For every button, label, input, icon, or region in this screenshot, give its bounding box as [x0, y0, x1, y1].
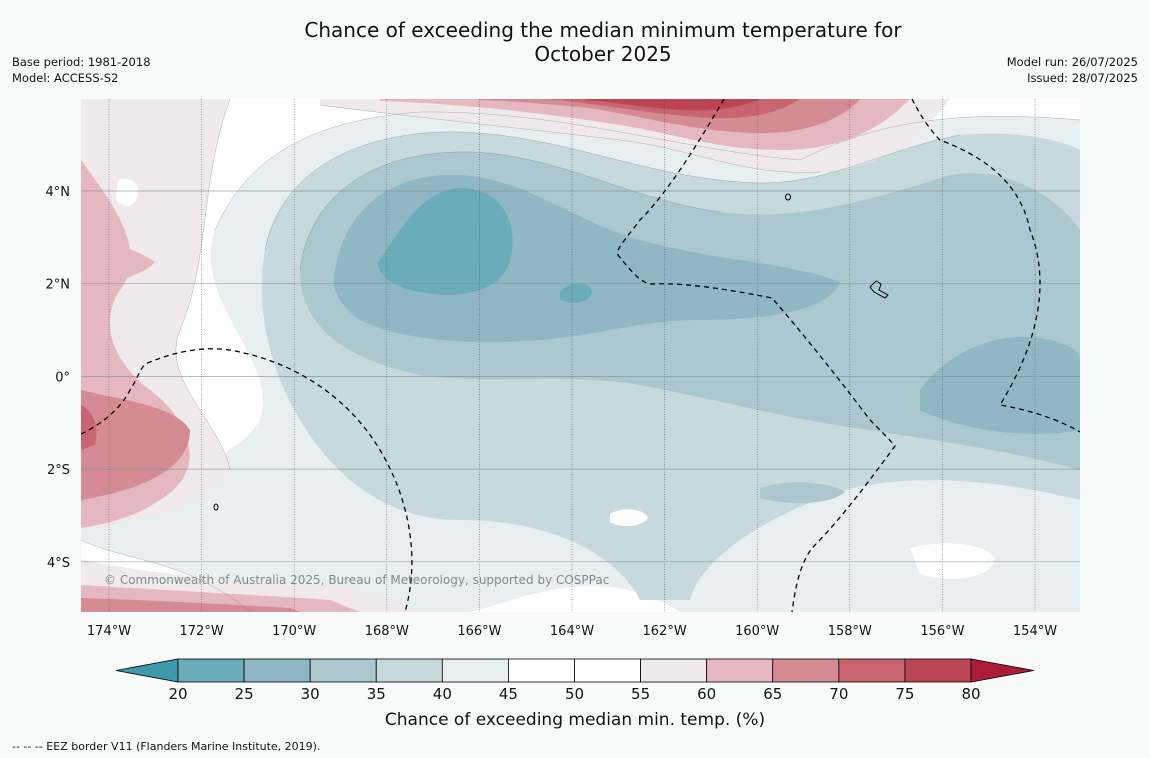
colorbar-segment [772, 658, 840, 683]
eez-border-west [81, 348, 413, 612]
map-title: Chance of exceeding the median minimum t… [0, 18, 1150, 66]
eez-border-east [911, 99, 1080, 433]
eez-borders [81, 99, 1080, 612]
colorbar: 20 25 30 35 40 45 50 55 60 65 70 75 80 [115, 658, 1035, 703]
colorbar-tick-label: 70 [829, 685, 848, 703]
latitude-label: 0° [55, 370, 70, 385]
longitude-label: 164°W [550, 624, 594, 639]
colorbar-tick-label: 35 [367, 685, 386, 703]
region-65-70-south [81, 598, 300, 612]
colorbar-tick-label: 20 [168, 685, 187, 703]
base-period: Base period: 1981-2018 [12, 55, 151, 69]
colorbar-extend-high [970, 658, 1035, 683]
longitude-label: 156°W [920, 624, 964, 639]
run-info: Model run: 26/07/2025 Issued: 28/07/2025 [1007, 54, 1138, 86]
colorbar-segment [640, 658, 708, 683]
region-25-30-east [920, 336, 1080, 434]
island-outline [213, 503, 219, 511]
longitude-label: 168°W [365, 624, 409, 639]
colorbar-segment [508, 658, 575, 683]
region-75-80-north [585, 99, 760, 111]
eez-legend-note: -- -- -- EEZ border V11 (Flanders Marine… [12, 740, 321, 753]
island-outline [869, 280, 889, 299]
latitude-labels: 4°N 2°N 0° 2°S 4°S [46, 185, 71, 571]
colorbar-tick-label: 40 [433, 685, 452, 703]
colorbar-tick-label: 50 [565, 685, 584, 703]
longitude-label: 174°W [87, 624, 131, 639]
latitude-label: 2°N [46, 278, 71, 293]
colorbar-tick-label: 30 [301, 685, 320, 703]
latitude-label: 2°S [47, 463, 70, 478]
latitude-label: 4°N [46, 185, 71, 200]
colorbar-segment [441, 658, 509, 683]
colorbar-segment [177, 658, 245, 683]
issued-date: Issued: 28/07/2025 [1027, 71, 1138, 85]
colorbar-segment [574, 658, 641, 683]
region-20-25 [378, 188, 513, 295]
longitude-label: 170°W [272, 624, 316, 639]
model-info: Base period: 1981-2018 Model: ACCESS-S2 [12, 54, 151, 86]
model-run: Model run: 26/07/2025 [1006, 55, 1138, 69]
colorbar-tick-label: 25 [235, 685, 254, 703]
model-name: Model: ACCESS-S2 [12, 71, 119, 85]
colorbar-segment [904, 658, 972, 683]
longitude-label: 172°W [180, 624, 224, 639]
longitude-label: 162°W [643, 624, 687, 639]
island-outline [785, 193, 791, 201]
eez-border-center [616, 99, 896, 612]
copyright-notice: © Commonwealth of Australia 2025, Bureau… [104, 573, 609, 587]
colorbar-tick-label: 80 [961, 685, 980, 703]
region-60-65-west-north [81, 225, 155, 300]
latitude-label: 4°S [47, 556, 70, 571]
colorbar-segment [375, 658, 443, 683]
colorbar-segment [243, 658, 311, 683]
title-line-2: October 2025 [534, 42, 672, 66]
title-line-1: Chance of exceeding the median minimum t… [304, 18, 902, 42]
region-20-25-small [560, 283, 592, 303]
region-70-75-west [81, 405, 97, 450]
colorbar-tick-label: 75 [895, 685, 914, 703]
longitude-label: 166°W [457, 624, 501, 639]
colorbar-label: Chance of exceeding median min. temp. (%… [385, 710, 765, 730]
longitude-labels: 174°W 172°W 170°W 168°W 166°W 164°W 162°W 160°W… [87, 624, 1057, 639]
colorbar-tick-label: 55 [631, 685, 650, 703]
longitude-label: 154°W [1013, 624, 1057, 639]
longitude-label: 158°W [828, 624, 872, 639]
colorbar-tick-label: 60 [697, 685, 716, 703]
colorbar-segment [838, 658, 906, 683]
colorbar-tick-label: 65 [763, 685, 782, 703]
colorbar-segment [706, 658, 774, 683]
colorbar-extend-low [115, 658, 179, 683]
colorbar-segment [309, 658, 377, 683]
longitude-label: 160°W [735, 624, 779, 639]
colorbar-tick-label: 45 [499, 685, 518, 703]
probability-field [81, 99, 1080, 612]
graticule [81, 99, 1080, 612]
islands [213, 193, 889, 511]
